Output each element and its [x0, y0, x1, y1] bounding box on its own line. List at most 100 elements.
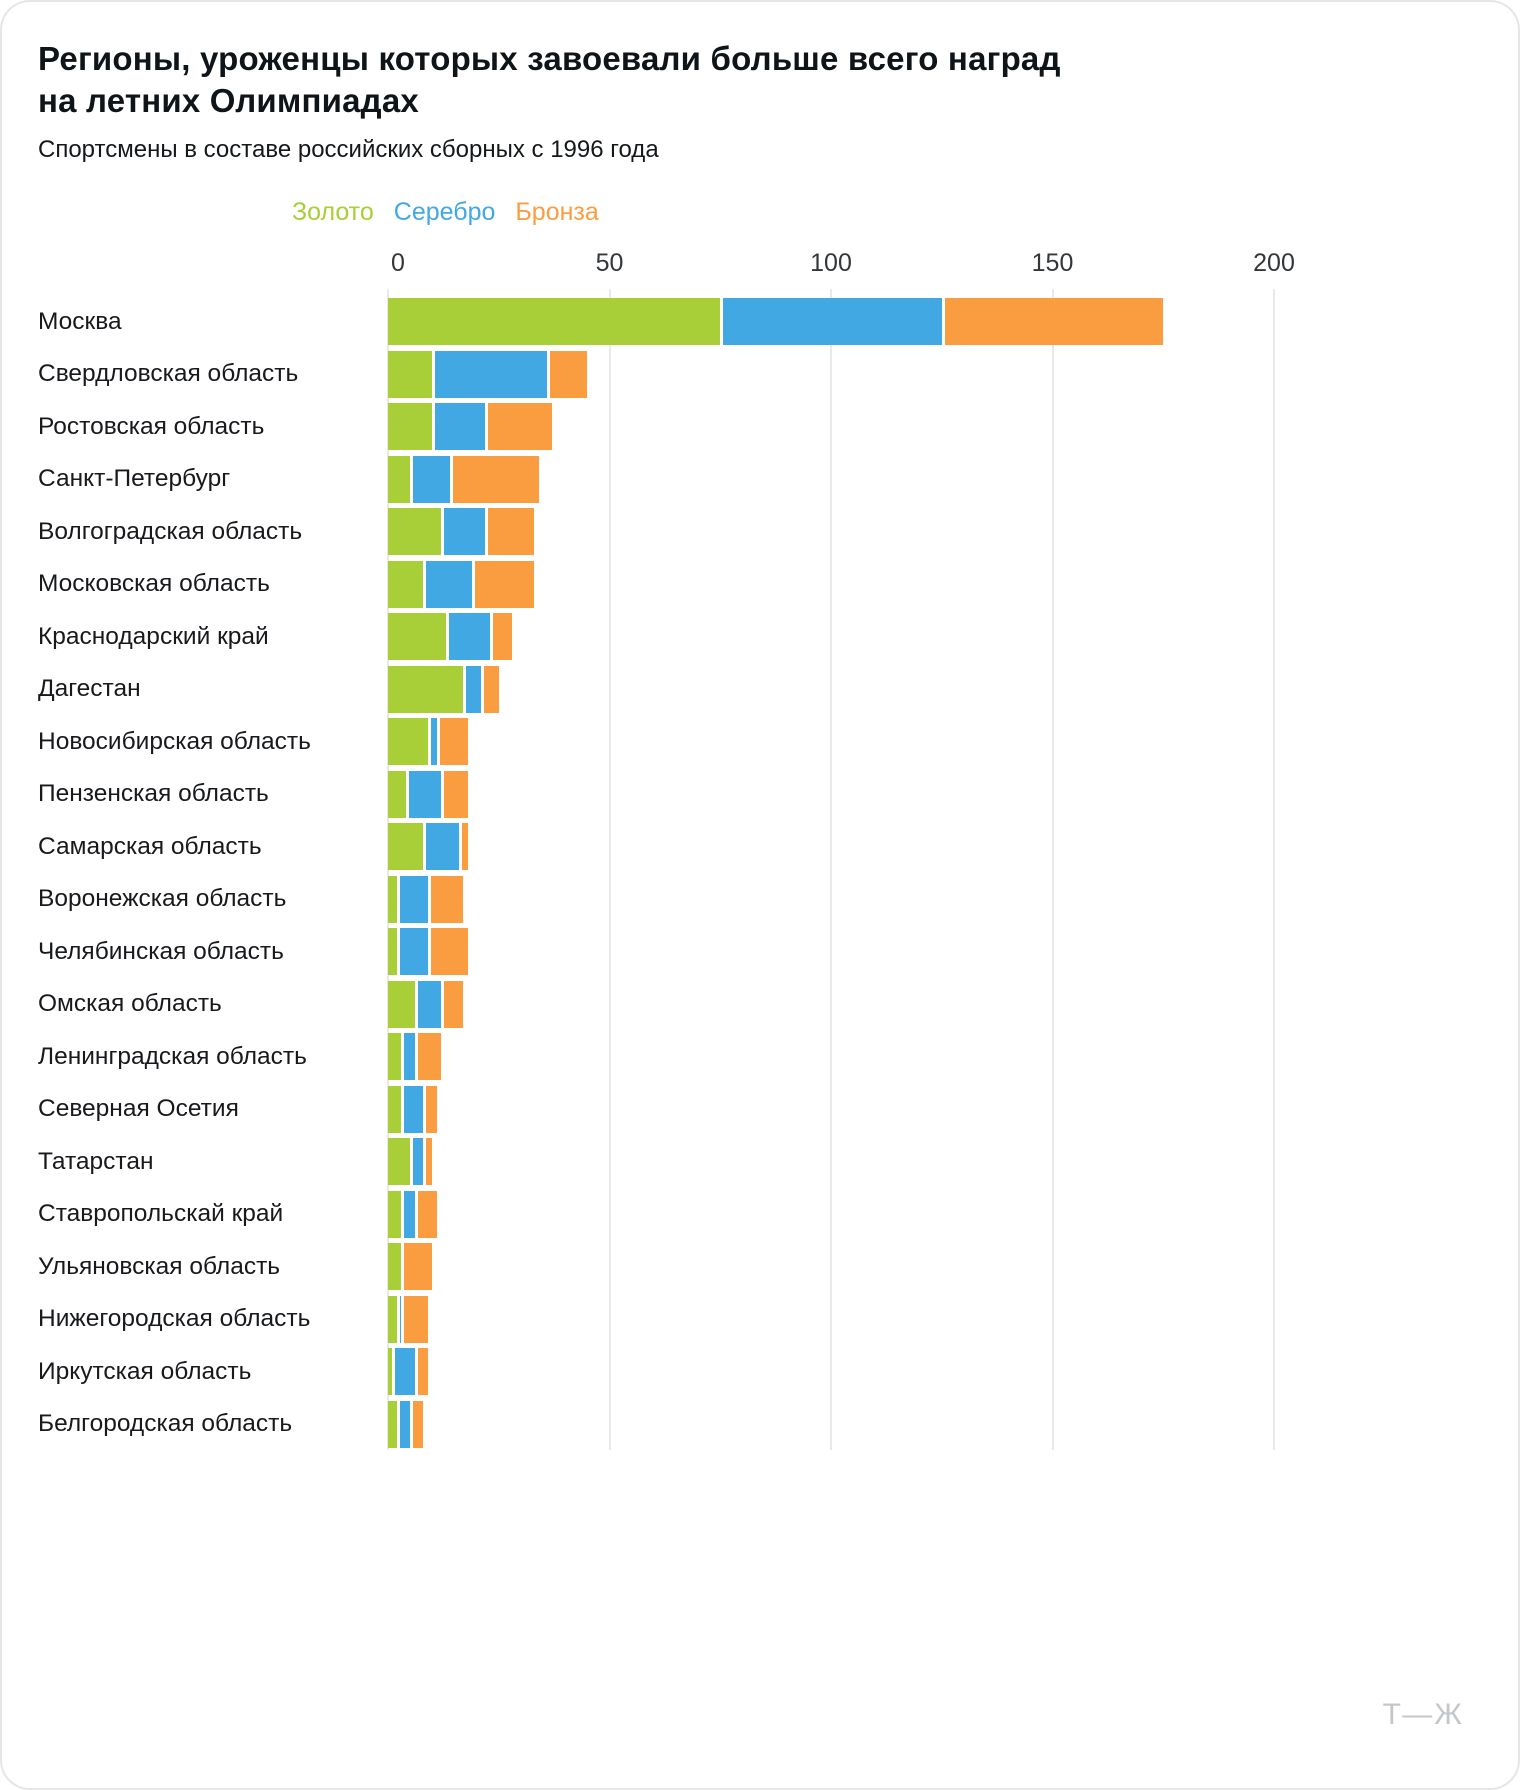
bar-segment-bronze	[472, 560, 535, 608]
bar-segment-silver	[410, 455, 450, 503]
bar-segment-silver	[396, 875, 428, 923]
chart-row: Ставропольскай край	[38, 1188, 1478, 1241]
x-axis-tick: 100	[810, 249, 852, 278]
x-axis-ticks: 0 50 100 150 200	[388, 249, 1295, 295]
bar-segment-gold	[388, 980, 415, 1028]
bar-segment-bronze	[423, 1085, 437, 1133]
chart-row: Ростовская область	[38, 400, 1478, 453]
stacked-bar	[388, 1400, 1274, 1448]
tj-logo: Т—Ж	[1382, 1698, 1464, 1731]
bar-segment-bronze	[489, 613, 513, 661]
region-label: Пензенская область	[38, 780, 269, 808]
bar-segment-silver	[427, 718, 437, 766]
bar-segment-silver	[432, 350, 548, 398]
bar-segment-bronze	[441, 770, 468, 818]
region-label: Татарстан	[38, 1147, 154, 1175]
stacked-bar	[388, 1190, 1274, 1238]
stacked-bar	[388, 1243, 1274, 1291]
legend-item-gold: Золото	[292, 198, 374, 227]
stacked-bar	[388, 613, 1274, 661]
bar-segment-gold	[388, 508, 442, 556]
region-label: Московская область	[38, 570, 270, 598]
x-axis-tick: 50	[595, 249, 624, 278]
bar-segment-gold	[388, 560, 424, 608]
bar-segment-silver	[396, 1295, 402, 1343]
bar-segment-silver	[392, 1348, 415, 1396]
bar-segment-silver	[720, 298, 942, 346]
stacked-bar	[388, 1295, 1274, 1343]
chart-row: Ленинградская область	[38, 1030, 1478, 1083]
chart-row: Москва	[38, 295, 1478, 348]
bar-segment-bronze	[423, 1138, 433, 1186]
bar-segment-gold	[388, 350, 433, 398]
bar-segment-gold	[388, 770, 406, 818]
stacked-bar	[388, 350, 1274, 398]
bar-segment-gold	[388, 1348, 393, 1396]
chart-row: Волгоградская область	[38, 505, 1478, 558]
region-label: Санкт-Петербург	[38, 465, 231, 493]
region-label: Иркутская область	[38, 1357, 252, 1385]
bar-segment-bronze	[414, 1033, 442, 1081]
stacked-bar	[388, 1138, 1274, 1186]
stacked-bar	[388, 1085, 1274, 1133]
region-label: Свердловская область	[38, 360, 299, 388]
chart-row: Пензенская область	[38, 768, 1478, 821]
stacked-bar	[388, 403, 1274, 451]
x-axis-tick: 200	[1253, 249, 1295, 278]
region-label: Белгородская область	[38, 1410, 293, 1438]
bar-segment-gold	[388, 298, 721, 346]
page-title-line1: Регионы, уроженцы которых завоевали боль…	[38, 40, 1061, 77]
bar-segment-gold	[388, 1243, 402, 1291]
bar-segment-bronze	[401, 1295, 428, 1343]
bar-segment-silver	[423, 823, 459, 871]
bar-segment-bronze	[410, 1400, 424, 1448]
bar-segment-bronze	[401, 1243, 433, 1291]
region-label: Краснодарский край	[38, 622, 269, 650]
region-label: Самарская область	[38, 832, 262, 860]
chart-row: Ульяновская область	[38, 1240, 1478, 1293]
region-label: Воронежская область	[38, 885, 287, 913]
legend-item-silver: Серебро	[393, 198, 496, 227]
stacked-bar	[388, 980, 1274, 1028]
x-axis-tick: 150	[1031, 249, 1074, 278]
region-label: Северная Осетия	[38, 1095, 239, 1123]
bar-segment-silver	[401, 1033, 415, 1081]
bar-segment-bronze	[414, 1348, 428, 1396]
bar-segment-silver	[445, 613, 490, 661]
legend-item-bronze: Бронза	[515, 198, 599, 227]
bar-segment-silver	[432, 403, 486, 451]
chart-row: Челябинская область	[38, 925, 1478, 978]
chart-rows: Москва Свердловская область Ростовская обл…	[38, 295, 1478, 1450]
bar-segment-silver	[463, 665, 482, 713]
bar-segment-silver	[423, 560, 473, 608]
stacked-bar	[388, 718, 1274, 766]
bar-segment-gold	[388, 1085, 402, 1133]
region-label: Ростовская область	[38, 412, 265, 440]
chart-row: Иркутская область	[38, 1345, 1478, 1398]
bar-segment-gold	[388, 1033, 402, 1081]
bar-segment-bronze	[941, 298, 1164, 346]
x-axis-tick: 0	[391, 249, 405, 278]
bar-segment-gold	[388, 1138, 411, 1186]
bar-segment-gold	[388, 613, 446, 661]
chart-plot: 0 50 100 150 200 Москва Свердловская область Р…	[38, 249, 1478, 1451]
bar-segment-bronze	[485, 403, 552, 451]
gridline	[1273, 289, 1275, 1451]
bar-segment-bronze	[427, 875, 464, 923]
bar-segment-gold	[388, 403, 433, 451]
page-title: Регионы, уроженцы которых завоевали боль…	[38, 38, 1478, 122]
stacked-bar	[388, 1033, 1274, 1081]
stacked-bar	[388, 455, 1274, 503]
chart-row: Дагестан	[38, 663, 1478, 716]
bar-segment-bronze	[547, 350, 588, 398]
bar-segment-silver	[441, 508, 486, 556]
stacked-bar	[388, 928, 1274, 976]
bar-segment-gold	[388, 1190, 402, 1238]
bar-segment-silver	[401, 1085, 424, 1133]
bar-segment-silver	[410, 1138, 424, 1186]
chart-row: Новосибирская область	[38, 715, 1478, 768]
bar-segment-gold	[388, 928, 397, 976]
region-label: Москва	[38, 307, 122, 335]
bar-segment-bronze	[441, 980, 464, 1028]
